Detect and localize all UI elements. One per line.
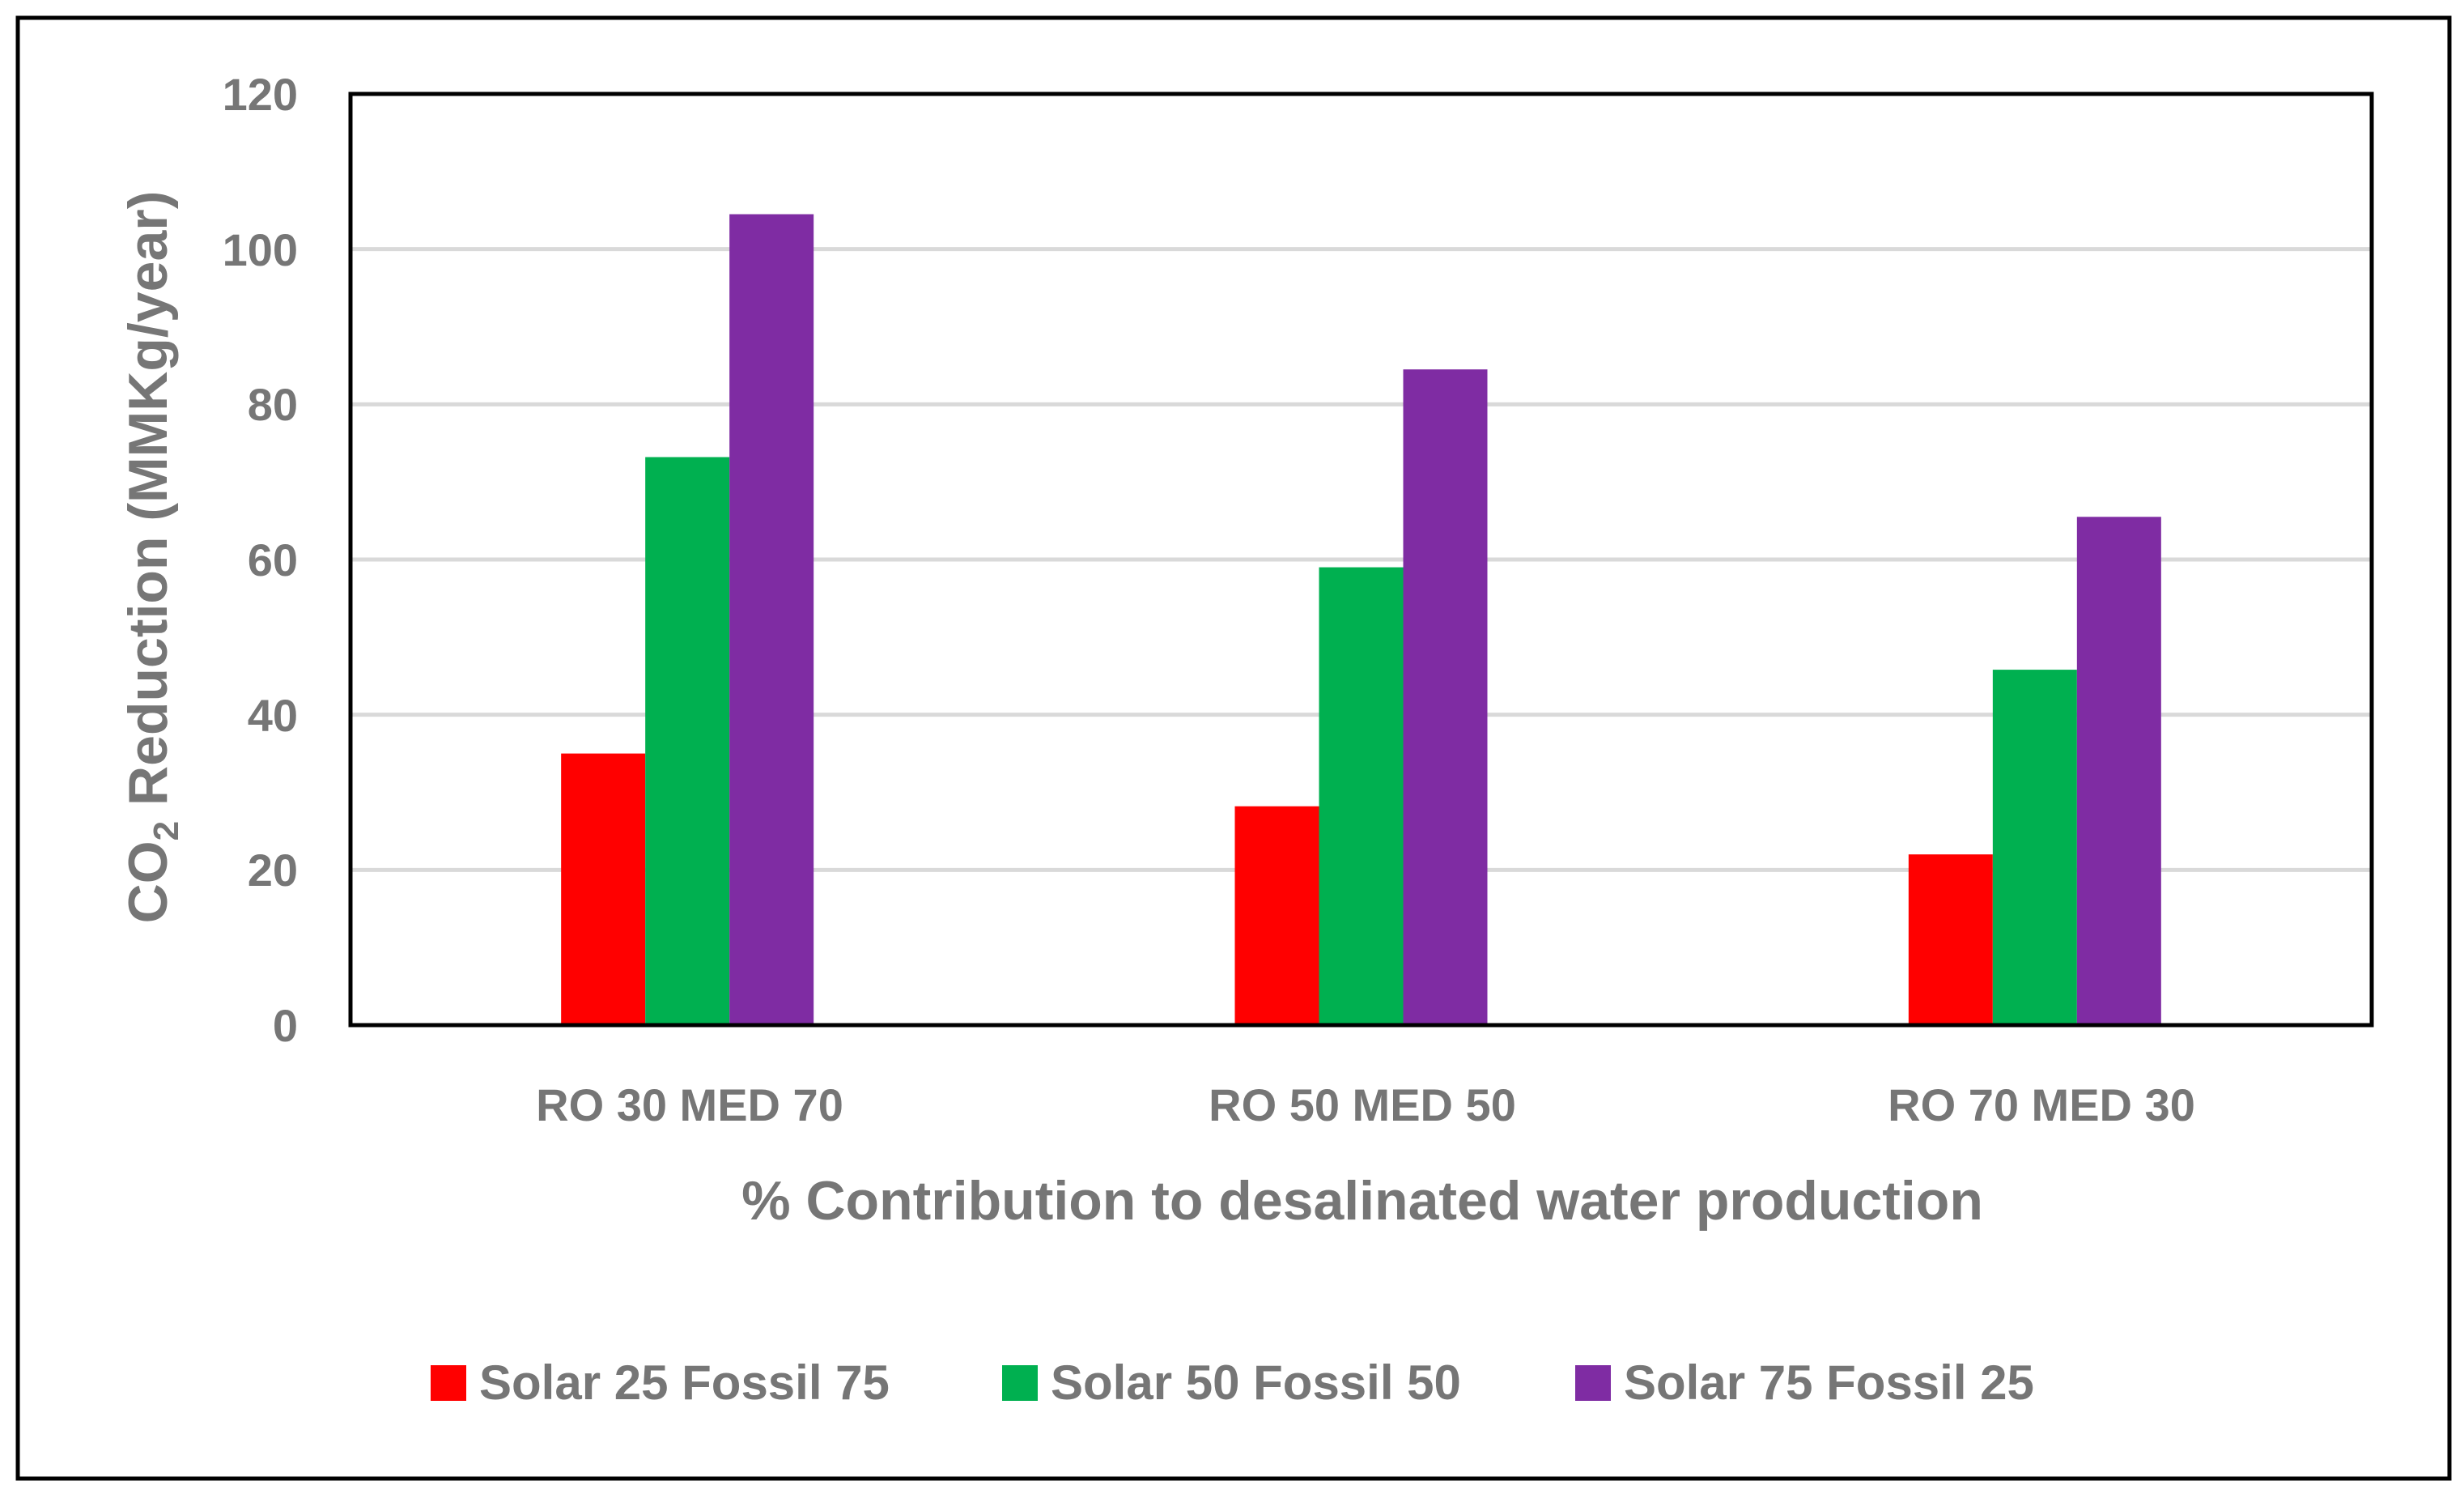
legend-label-solar75: Solar 75 Fossil 25 [1624, 1355, 2034, 1410]
y-tick-40: 40 [248, 690, 298, 741]
bar-3-series-3 [2076, 517, 2161, 1025]
y-tick-20: 20 [248, 845, 298, 896]
bar-3-series-2 [1992, 670, 2077, 1025]
x-axis-title: % Contribution to desalinated water prod… [741, 1170, 1983, 1232]
bars [561, 214, 2161, 1026]
legend-swatch-solar75 [1575, 1365, 1611, 1401]
bar-2-series-1 [1234, 806, 1319, 1025]
y-tick-120: 120 [223, 69, 298, 120]
y-axis-title: CO2 Reduction (MMKg/year) [117, 191, 186, 924]
bar-1-series-2 [645, 457, 730, 1025]
bar-3-series-1 [1908, 854, 1993, 1025]
y-tick-labels: 0 20 40 60 80 100 120 [223, 69, 298, 1051]
legend: Solar 25 Fossil 75 Solar 50 Fossil 50 So… [431, 1355, 2034, 1410]
x-tick-ro50-med50: RO 50 MED 50 [1209, 1079, 1516, 1130]
legend-swatch-solar50 [1002, 1365, 1038, 1401]
y-tick-0: 0 [273, 1000, 298, 1051]
y-axis-title-rest: Reduction (MMKg/year) [117, 191, 179, 821]
x-tick-ro70-med30: RO 70 MED 30 [1888, 1079, 2195, 1130]
legend-label-solar25: Solar 25 Fossil 75 [479, 1355, 890, 1410]
bar-2-series-3 [1403, 369, 1488, 1025]
y-tick-100: 100 [223, 224, 298, 275]
x-tick-labels: RO 30 MED 70 RO 50 MED 50 RO 70 MED 30 [536, 1079, 2195, 1130]
y-tick-80: 80 [248, 379, 298, 430]
legend-label-solar50: Solar 50 Fossil 50 [1051, 1355, 1461, 1410]
bar-1-series-3 [729, 214, 814, 1026]
bar-1-series-1 [561, 753, 646, 1025]
legend-swatch-solar25 [431, 1365, 466, 1401]
y-axis-title-main: CO [117, 840, 179, 923]
plot-area [348, 91, 2374, 1028]
bar-2-series-2 [1319, 567, 1404, 1025]
y-tick-60: 60 [248, 534, 298, 585]
y-axis-title-subscript: 2 [147, 821, 186, 840]
x-tick-ro30-med70: RO 30 MED 70 [536, 1079, 843, 1130]
